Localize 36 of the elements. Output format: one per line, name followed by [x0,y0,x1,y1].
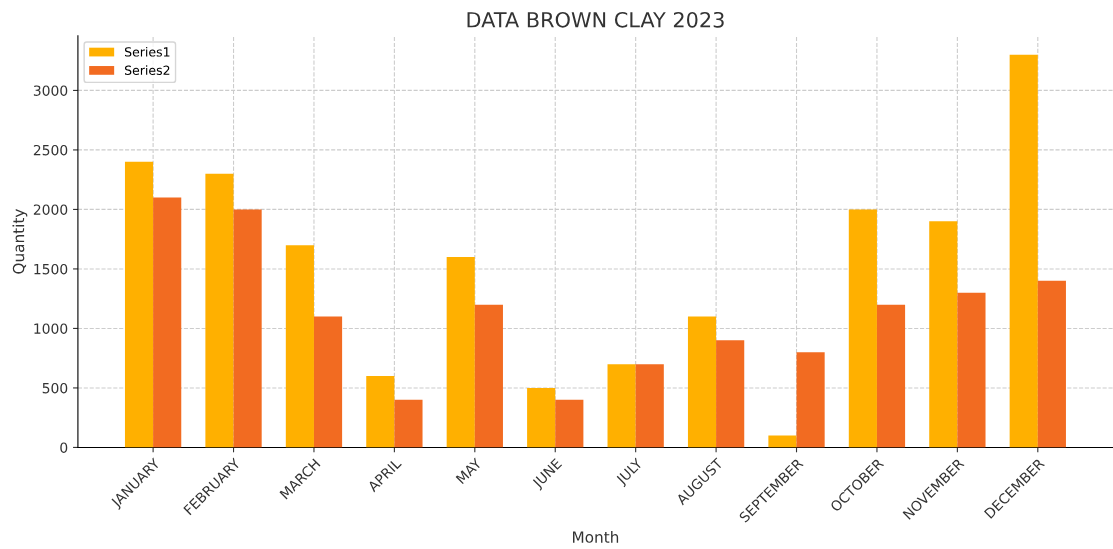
bar [1009,54,1038,448]
bar [527,387,556,448]
y-tick-label: 1000 [34,323,68,334]
chart-title: DATA BROWN CLAY 2023 [467,11,724,28]
bar [635,364,664,448]
bar [366,376,395,448]
bar [555,399,584,448]
bar [285,245,314,448]
bar [768,435,797,448]
bar [153,197,182,448]
y-tick-label: 2500 [33,144,68,156]
bar [607,364,636,448]
bar [124,161,154,448]
bar [474,304,503,448]
y-tick-label: 2000 [33,204,68,215]
bar [205,173,234,448]
y-axis-title: Quantity [12,209,28,274]
y-tick-label: 500 [42,382,68,394]
bar [446,257,475,448]
y-tick-label: 3000 [33,85,68,96]
x-axis-title: Month [573,531,619,543]
bar [957,292,986,448]
bar [796,352,825,448]
bar [313,316,343,448]
legend-label: Series1 [124,46,170,57]
bar [1037,280,1066,448]
bar [848,209,877,448]
y-tick-label: 0 [60,442,68,453]
legend-label: Series2 [124,65,170,75]
bar [233,209,262,448]
bar [394,399,423,448]
bar [716,340,745,448]
y-tick-label: 1500 [34,263,68,275]
bar [876,304,906,448]
bar [929,221,958,448]
bar [687,316,717,448]
